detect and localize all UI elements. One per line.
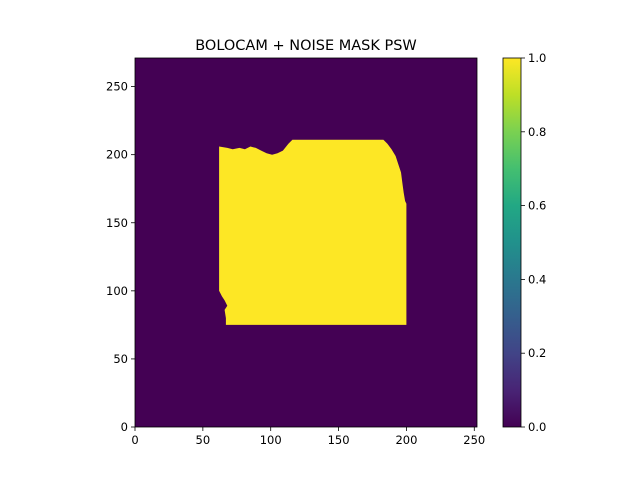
y-tick-label: 0 bbox=[121, 420, 128, 434]
colorbar-tick-label: 0.2 bbox=[528, 346, 546, 360]
x-tick-label: 150 bbox=[328, 433, 350, 447]
y-tick-label: 200 bbox=[106, 148, 128, 162]
x-tick-label: 200 bbox=[395, 433, 417, 447]
x-tick-label: 0 bbox=[131, 433, 138, 447]
x-tick-label: 100 bbox=[260, 433, 282, 447]
y-tick-label: 150 bbox=[106, 216, 128, 230]
colorbar-frame bbox=[502, 57, 522, 428]
colorbar-tick-label: 0.4 bbox=[528, 272, 546, 286]
mask-region bbox=[219, 139, 407, 325]
colorbar-tick-label: 0.8 bbox=[528, 125, 546, 139]
chart-title: BOLOCAM + NOISE MASK PSW bbox=[195, 38, 417, 54]
colorbar-tick-label: 1.0 bbox=[528, 51, 546, 65]
colorbar-tick-label: 0.6 bbox=[528, 199, 546, 213]
x-tick-label: 250 bbox=[463, 433, 485, 447]
plot-frame bbox=[134, 57, 478, 428]
y-tick-label: 250 bbox=[106, 80, 128, 94]
y-tick-label: 50 bbox=[113, 352, 128, 366]
colorbar-gradient bbox=[503, 58, 521, 427]
x-axis: 0 50 100 150 200 250 bbox=[131, 427, 485, 447]
y-tick-label: 100 bbox=[106, 284, 128, 298]
x-tick-label: 50 bbox=[196, 433, 211, 447]
colorbar-tick-label: 0.0 bbox=[528, 420, 546, 434]
y-axis: 0 50 100 150 200 250 bbox=[106, 80, 135, 434]
colorbar: 0.0 0.2 0.4 0.6 0.8 1.0 bbox=[502, 51, 546, 434]
plot-area bbox=[134, 57, 478, 428]
